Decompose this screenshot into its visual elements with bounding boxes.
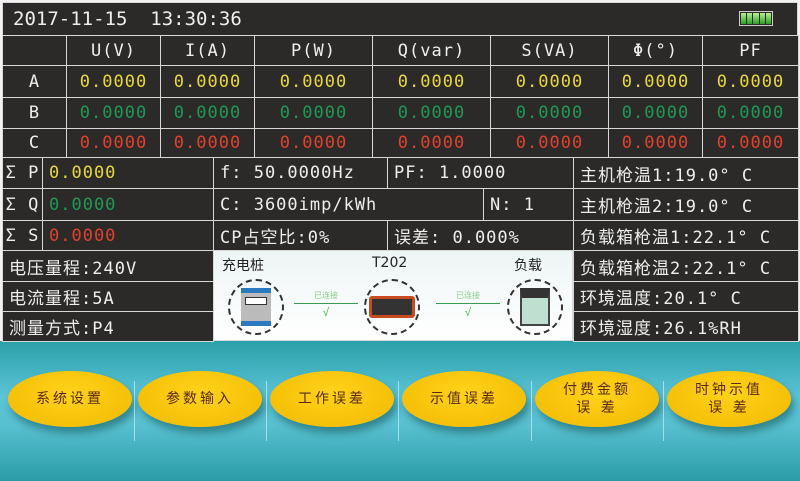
pulse-count: N: 1	[483, 188, 574, 221]
temperature-reading: 主机枪温2:19.0° C	[573, 188, 799, 221]
column-header: P(W)	[254, 35, 373, 66]
table-cell: 0.0000	[490, 65, 609, 98]
menu-button[interactable]: 付费金额 误 差	[535, 371, 659, 427]
load-label: 负载	[514, 258, 542, 274]
column-header: I(A)	[160, 35, 255, 66]
divider	[134, 381, 135, 441]
datetime: 2017-11-15 13:30:36	[13, 8, 242, 30]
temperature-reading: 负载箱枪温1:22.1° C	[573, 220, 799, 251]
column-header: S(VA)	[490, 35, 609, 66]
range-setting: 电压量程:240V	[2, 250, 214, 282]
divider	[398, 381, 399, 441]
table-cell: 0.0000	[254, 65, 373, 98]
charger-label: 充电桩	[222, 258, 264, 274]
temperature-reading: 环境温度:20.1° C	[573, 281, 799, 312]
sum-value: 0.0000	[42, 157, 214, 189]
connection-diagram: 充电桩 T202 负载 已连接 √ 已连接 √	[213, 250, 573, 341]
charger-icon	[228, 279, 284, 335]
temperature-reading: 环境湿度:26.1%RH	[573, 311, 799, 342]
table-cell: 0.0000	[608, 65, 703, 98]
menu-button[interactable]: 参数输入	[138, 371, 262, 427]
device-label: T202	[372, 255, 408, 271]
frequency: f: 50.0000Hz	[213, 157, 388, 189]
cp-duty-cycle: CP占空比:0%	[213, 220, 388, 251]
device-icon	[364, 279, 420, 335]
divider	[266, 381, 267, 441]
table-cell: 0.0000	[608, 97, 703, 129]
range-setting: 电流量程:5A	[2, 281, 214, 312]
table-cell: 0.0000	[66, 65, 161, 98]
load-icon	[507, 279, 563, 335]
function-menu: 系统设置 参数输入 工作误差 示值误差 付费金额 误 差时钟示值 误 差	[0, 341, 800, 481]
link-2: 已连接 √	[436, 291, 500, 319]
table-cell: 0.0000	[160, 65, 255, 98]
row-label: A	[2, 65, 67, 98]
status-bar: 2017-11-15 13:30:36	[2, 2, 798, 36]
table-cell: 0.0000	[254, 97, 373, 129]
sum-value: 0.0000	[42, 188, 214, 221]
table-cell: 0.0000	[702, 97, 799, 129]
row-label: B	[2, 97, 67, 129]
temperature-reading: 负载箱枪温2:22.1° C	[573, 250, 799, 282]
sum-label: Σ Q	[2, 188, 43, 221]
table-cell: 0.0000	[702, 128, 799, 158]
sum-label: Σ S	[2, 220, 43, 251]
sum-label: Σ P	[2, 157, 43, 189]
column-header: PF	[702, 35, 799, 66]
column-header: Q(var)	[372, 35, 491, 66]
menu-button[interactable]: 系统设置	[8, 371, 132, 427]
range-setting: 测量方式:P4	[2, 311, 214, 342]
power-factor: PF: 1.0000	[387, 157, 574, 189]
table-cell: 0.0000	[160, 97, 255, 129]
table-cell: 0.0000	[372, 65, 491, 98]
sum-value: 0.0000	[42, 220, 214, 251]
table-cell: 0.0000	[490, 128, 609, 158]
table-cell: 0.0000	[160, 128, 255, 158]
menu-button[interactable]: 时钟示值 误 差	[667, 371, 791, 427]
divider	[531, 381, 532, 441]
table-cell: 0.0000	[702, 65, 799, 98]
battery-full-icon	[739, 11, 773, 26]
link-1: 已连接 √	[294, 291, 358, 319]
column-header: U(V)	[66, 35, 161, 66]
meter-constant: C: 3600imp/kWh	[213, 188, 484, 221]
error-value: 误差: 0.000%	[387, 220, 574, 251]
temperature-reading: 主机枪温1:19.0° C	[573, 157, 799, 189]
table-cell: 0.0000	[254, 128, 373, 158]
table-cell: 0.0000	[66, 128, 161, 158]
menu-button[interactable]: 示值误差	[402, 371, 526, 427]
column-header	[2, 35, 67, 66]
row-label: C	[2, 128, 67, 158]
table-cell: 0.0000	[66, 97, 161, 129]
table-cell: 0.0000	[372, 97, 491, 129]
menu-button[interactable]: 工作误差	[270, 371, 394, 427]
table-cell: 0.0000	[372, 128, 491, 158]
table-cell: 0.0000	[490, 97, 609, 129]
table-cell: 0.0000	[608, 128, 703, 158]
column-header: Φ(°)	[608, 35, 703, 66]
divider	[663, 381, 664, 441]
